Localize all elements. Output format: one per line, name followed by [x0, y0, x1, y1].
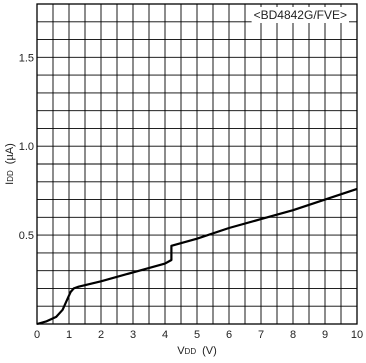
- x-axis-title-sub: DD: [185, 347, 197, 356]
- x-tick-label: 0: [34, 329, 40, 341]
- x-tick-label: 10: [351, 329, 363, 341]
- x-axis-title: VDD (V): [177, 345, 217, 357]
- x-tick-label: 1: [66, 329, 72, 341]
- y-tick-label: 1.5: [19, 52, 34, 64]
- x-axis-title-main: V: [177, 345, 185, 357]
- y-tick-labels: 0.5 1.0 1.5: [19, 52, 34, 242]
- x-tick-label: 8: [290, 329, 296, 341]
- x-tick-label: 5: [194, 329, 200, 341]
- annotation-background: [251, 7, 349, 23]
- x-tick-labels: 0 1 2 3 4 5 6 7 8 9 10: [34, 329, 363, 341]
- x-axis-title-unit: (V): [202, 345, 217, 357]
- x-tick-label: 7: [258, 329, 264, 341]
- x-tick-label: 9: [322, 329, 328, 341]
- x-tick-label: 2: [98, 329, 104, 341]
- y-tick-label: 1.0: [19, 141, 34, 153]
- grid: [37, 4, 357, 324]
- y-axis-title-unit: (µA): [4, 143, 16, 164]
- x-tick-label: 3: [130, 329, 136, 341]
- x-tick-label: 6: [226, 329, 232, 341]
- y-axis-title-sub: DD: [6, 170, 15, 182]
- series-line: [36, 187, 358, 326]
- annotation-label: <BD4842G/FVE>: [254, 8, 347, 22]
- y-axis-title: IDD (µA): [4, 143, 16, 185]
- x-tick-label: 4: [162, 329, 168, 341]
- plot-frame: [36, 3, 358, 325]
- y-tick-label: 0.5: [19, 230, 34, 242]
- y-axis-title-main: I: [4, 182, 16, 185]
- device-annotation: <BD4842G/FVE>: [251, 7, 349, 23]
